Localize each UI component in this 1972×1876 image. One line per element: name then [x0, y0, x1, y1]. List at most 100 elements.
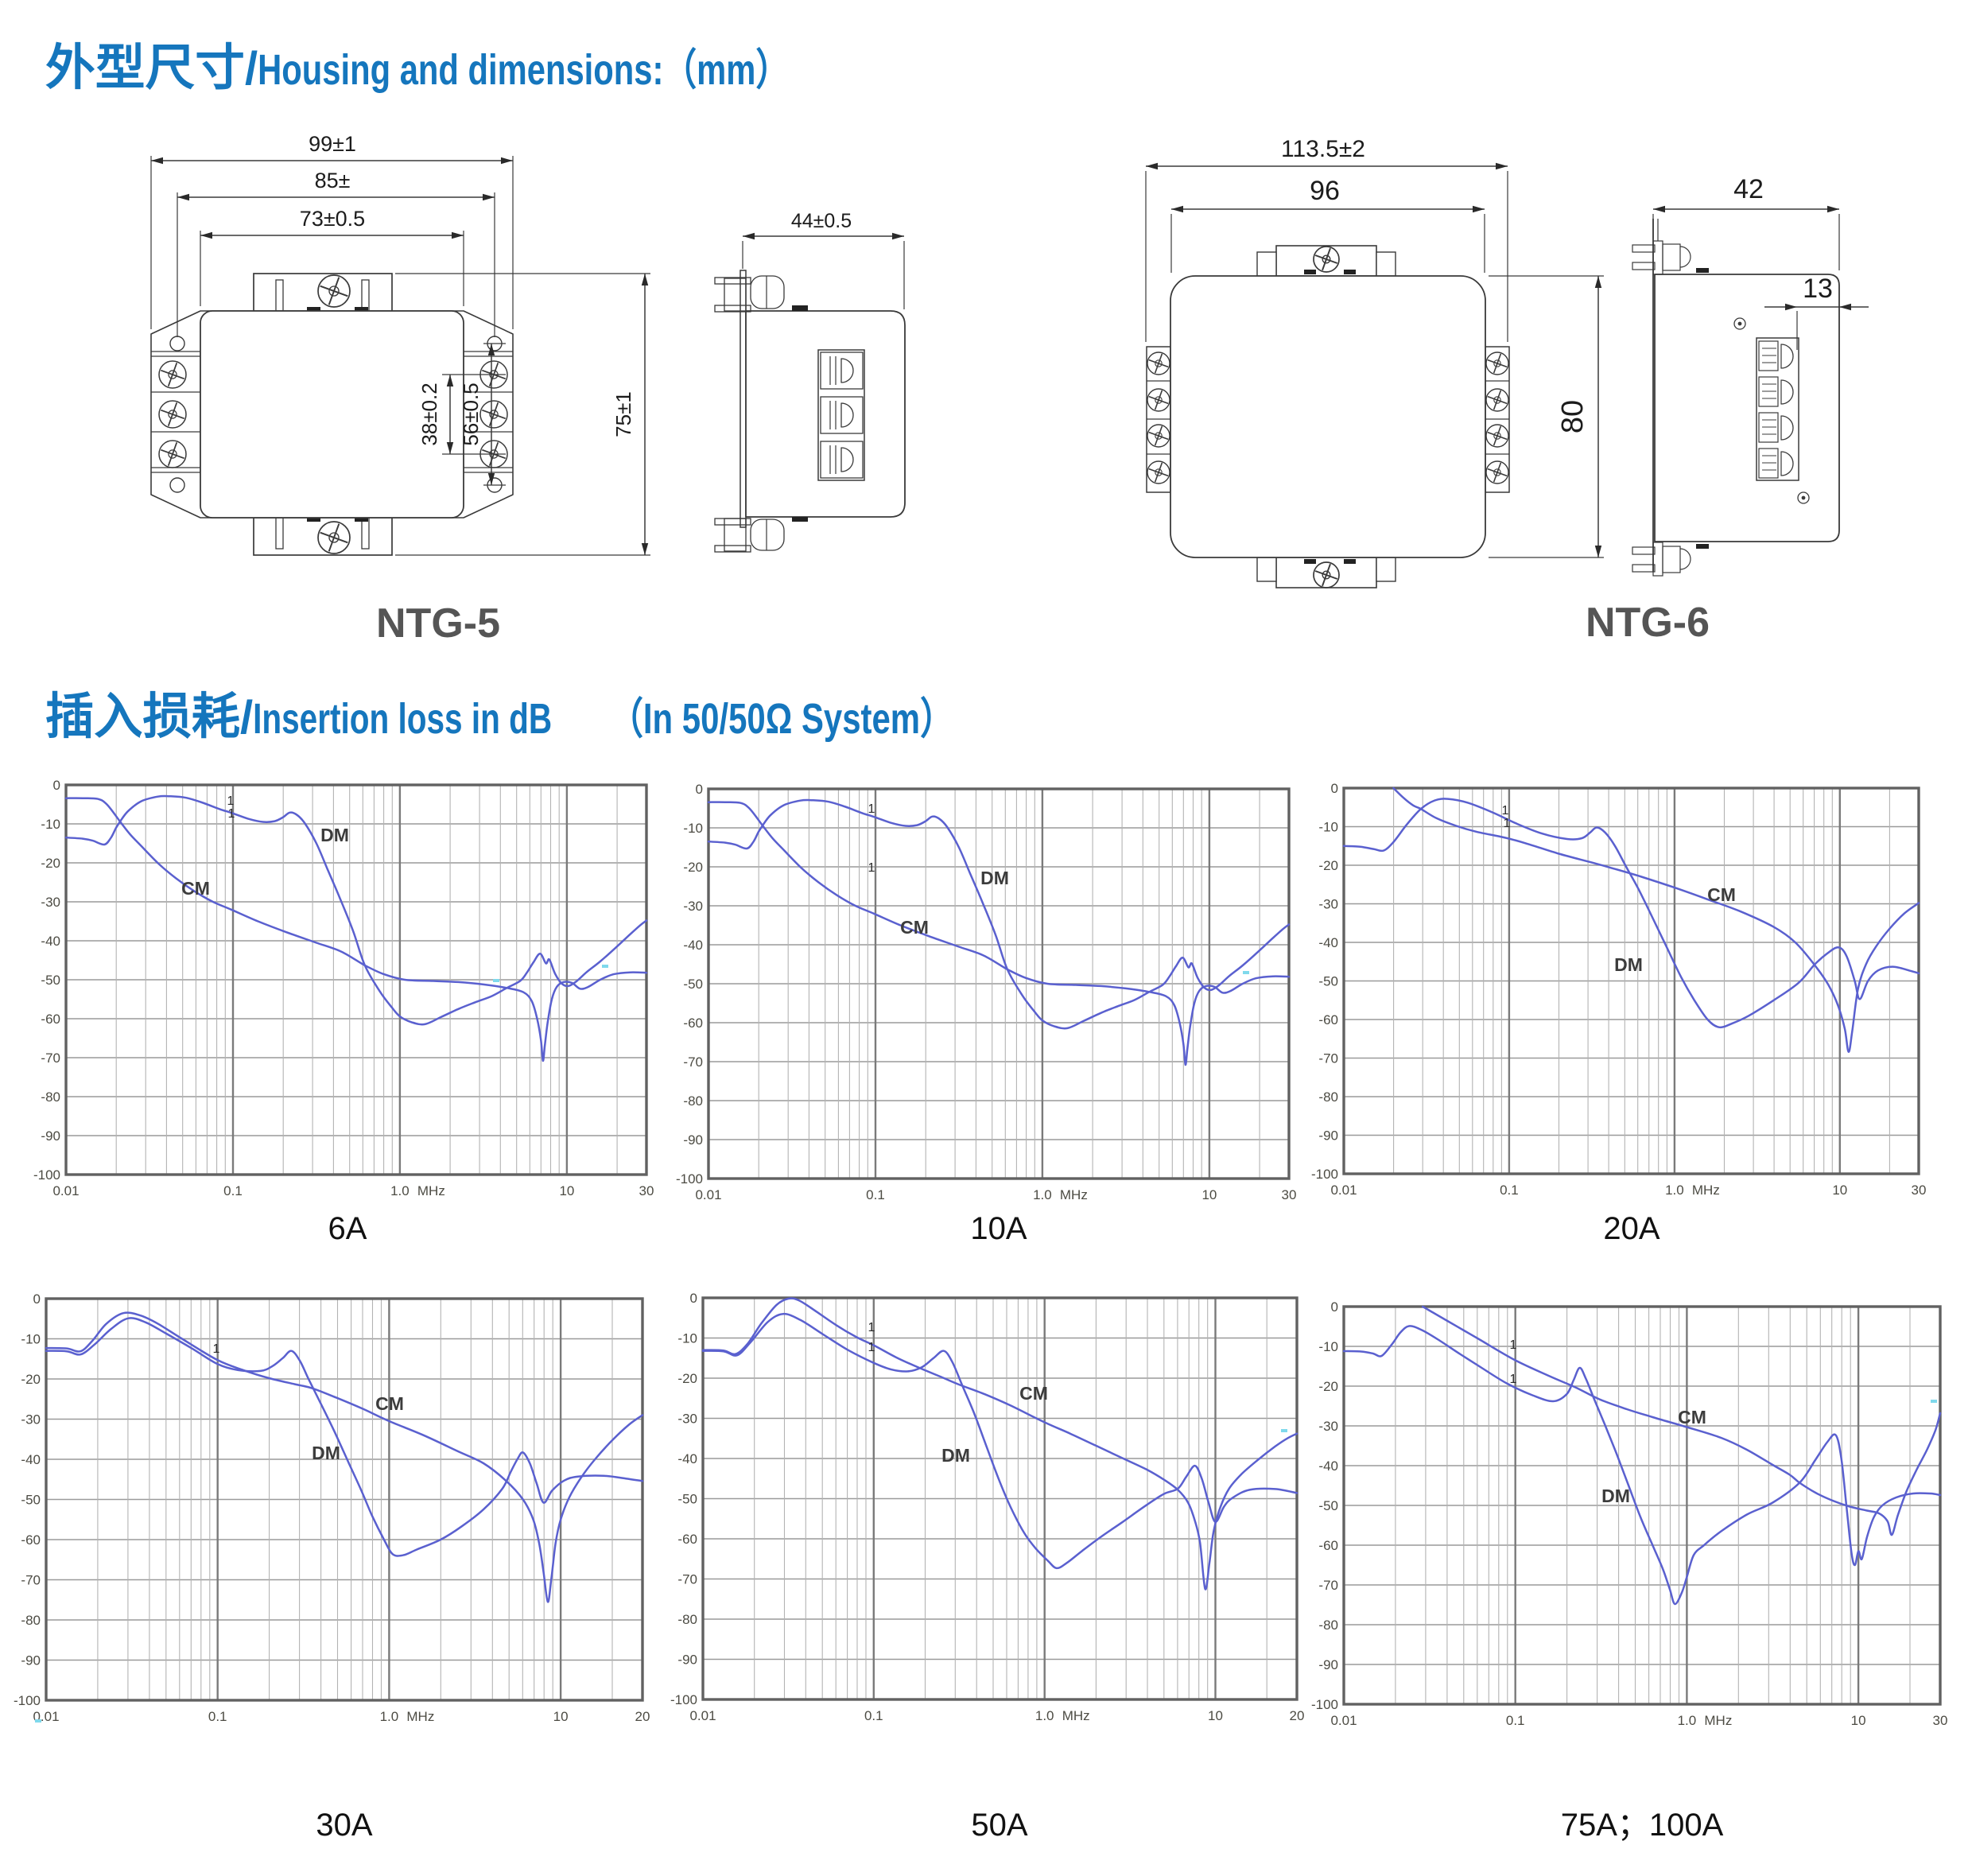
svg-text:MHz: MHz: [1060, 1187, 1088, 1202]
svg-text:0: 0: [1331, 781, 1338, 796]
svg-text:DM: DM: [312, 1443, 340, 1463]
svg-text:0.01: 0.01: [695, 1187, 721, 1202]
svg-text:-20: -20: [1318, 1379, 1338, 1394]
svg-text:-50: -50: [21, 1493, 41, 1508]
svg-text:1: 1: [1502, 804, 1509, 818]
svg-text:-100: -100: [33, 1167, 60, 1183]
svg-text:-90: -90: [41, 1128, 60, 1144]
svg-text:MHz: MHz: [1704, 1713, 1732, 1728]
svg-text:30A: 30A: [316, 1808, 372, 1843]
svg-text:1: 1: [868, 1321, 875, 1334]
svg-text:10: 10: [1832, 1183, 1847, 1198]
svg-text:-90: -90: [677, 1653, 697, 1668]
svg-text:75A；100A: 75A；100A: [1561, 1808, 1724, 1843]
svg-text:85±: 85±: [315, 169, 351, 192]
svg-text:30: 30: [639, 1183, 654, 1198]
svg-text:-30: -30: [1318, 897, 1338, 912]
svg-text:-90: -90: [1318, 1657, 1338, 1672]
svg-text:-10: -10: [21, 1332, 41, 1347]
svg-text:NTG-6: NTG-6: [1586, 600, 1710, 646]
svg-text:DM: DM: [941, 1445, 970, 1466]
svg-text:1: 1: [1504, 817, 1511, 830]
svg-text:44±0.5: 44±0.5: [791, 210, 852, 232]
svg-text:0.1: 0.1: [223, 1183, 243, 1198]
svg-text:-10: -10: [677, 1331, 697, 1346]
svg-text:0.1: 0.1: [1500, 1183, 1519, 1198]
svg-text:-40: -40: [21, 1452, 41, 1467]
svg-text:80: 80: [1556, 400, 1590, 433]
svg-text:0: 0: [690, 1291, 697, 1306]
svg-text:50A: 50A: [971, 1808, 1027, 1843]
svg-text:-90: -90: [683, 1132, 703, 1148]
svg-text:-20: -20: [683, 860, 703, 875]
svg-text:CM: CM: [1678, 1407, 1706, 1427]
svg-text:20: 20: [1290, 1708, 1305, 1723]
svg-text:外型尺寸/Housing and dimensions:（m: 外型尺寸/Housing and dimensions:（mm）: [45, 41, 789, 95]
svg-text:0.1: 0.1: [1506, 1713, 1525, 1728]
svg-text:-10: -10: [1318, 820, 1338, 835]
svg-text:10: 10: [1201, 1187, 1217, 1202]
svg-text:DM: DM: [320, 825, 349, 845]
svg-text:6A: 6A: [328, 1211, 367, 1246]
svg-text:0.1: 0.1: [208, 1709, 227, 1724]
svg-text:DM: DM: [1601, 1486, 1630, 1506]
svg-text:0.01: 0.01: [1330, 1183, 1357, 1198]
svg-text:-70: -70: [1318, 1578, 1338, 1593]
svg-text:-80: -80: [677, 1612, 697, 1627]
svg-text:1: 1: [1510, 1338, 1517, 1352]
svg-text:-50: -50: [677, 1492, 697, 1507]
svg-text:-30: -30: [683, 899, 703, 914]
svg-text:MHz: MHz: [1062, 1708, 1090, 1723]
svg-text:42: 42: [1733, 174, 1764, 204]
svg-text:20A: 20A: [1603, 1211, 1660, 1246]
svg-text:0: 0: [53, 778, 60, 793]
svg-text:1.0: 1.0: [390, 1183, 410, 1198]
svg-text:99±1: 99±1: [309, 132, 356, 156]
svg-text:CM: CM: [900, 917, 929, 938]
svg-text:1: 1: [868, 1341, 875, 1354]
svg-text:CM: CM: [1019, 1383, 1048, 1404]
svg-text:-100: -100: [670, 1692, 697, 1707]
svg-text:0.01: 0.01: [1330, 1713, 1357, 1728]
svg-text:NTG-5: NTG-5: [376, 600, 500, 647]
svg-text:-40: -40: [677, 1451, 697, 1466]
svg-text:10: 10: [559, 1183, 574, 1198]
svg-text:0.1: 0.1: [864, 1708, 883, 1723]
svg-text:-100: -100: [1311, 1697, 1338, 1712]
svg-text:1.0: 1.0: [1035, 1708, 1054, 1723]
svg-text:-20: -20: [677, 1371, 697, 1386]
svg-text:1: 1: [227, 794, 235, 808]
svg-text:CM: CM: [181, 878, 210, 899]
svg-text:1.0: 1.0: [380, 1709, 399, 1724]
svg-text:-80: -80: [1318, 1089, 1338, 1105]
svg-text:-100: -100: [1311, 1167, 1338, 1182]
svg-text:10A: 10A: [970, 1211, 1027, 1246]
svg-text:0.1: 0.1: [866, 1187, 885, 1202]
svg-text:1.0: 1.0: [1678, 1713, 1697, 1728]
svg-text:-70: -70: [683, 1055, 703, 1070]
svg-text:-10: -10: [683, 821, 703, 836]
svg-text:-60: -60: [41, 1012, 60, 1027]
svg-text:-30: -30: [1318, 1419, 1338, 1434]
svg-text:0.01: 0.01: [52, 1183, 79, 1198]
svg-text:56±0.5: 56±0.5: [459, 383, 483, 445]
svg-text:-30: -30: [21, 1412, 41, 1427]
svg-text:-20: -20: [41, 856, 60, 871]
svg-text:-100: -100: [14, 1693, 41, 1708]
svg-text:10: 10: [1208, 1708, 1223, 1723]
svg-text:-70: -70: [1318, 1051, 1338, 1066]
svg-text:-70: -70: [41, 1051, 60, 1066]
svg-text:-10: -10: [1318, 1339, 1338, 1354]
svg-text:CM: CM: [375, 1393, 404, 1414]
svg-text:MHz: MHz: [406, 1709, 434, 1724]
svg-text:1: 1: [228, 807, 235, 821]
svg-text:75±1: 75±1: [611, 391, 635, 437]
svg-text:-40: -40: [41, 934, 60, 949]
svg-text:10: 10: [1851, 1713, 1866, 1728]
svg-text:-40: -40: [683, 938, 703, 953]
svg-text:-50: -50: [683, 977, 703, 992]
svg-text:-50: -50: [1318, 1498, 1338, 1513]
svg-text:-60: -60: [1318, 1012, 1338, 1027]
svg-text:0: 0: [1331, 1299, 1338, 1315]
svg-text:1.0: 1.0: [1665, 1183, 1684, 1198]
